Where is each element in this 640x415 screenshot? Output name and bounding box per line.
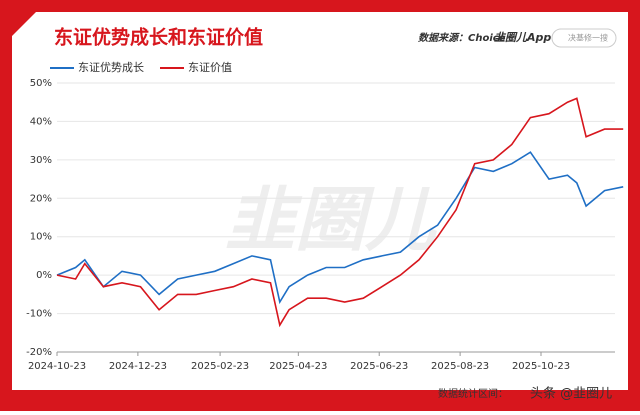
y-tick-label: 50% xyxy=(30,78,52,89)
y-tick-label: -10% xyxy=(26,309,52,320)
y-tick-label: 10% xyxy=(30,232,52,243)
x-tick-label: 2025-02-23 xyxy=(191,361,249,372)
x-tick-label: 2024-10-23 xyxy=(28,361,86,372)
y-tick-label: 30% xyxy=(30,155,52,166)
line-series xyxy=(56,97,624,328)
panel xyxy=(12,12,628,390)
search-text[interactable]: 决基修一搜 xyxy=(568,33,608,43)
credit: 头条 @韭圈儿 xyxy=(530,386,612,402)
x-tick-label: 2025-10-23 xyxy=(512,361,570,372)
x-tick-label: 2025-04-23 xyxy=(269,361,327,372)
logo: 韭圈儿App xyxy=(494,31,551,44)
x-tick-label: 2024-12-23 xyxy=(109,361,167,372)
y-tick-label: 40% xyxy=(30,116,52,127)
y-tick-label: 0% xyxy=(36,270,52,281)
line-series xyxy=(56,151,624,305)
y-tick-label: 20% xyxy=(30,193,52,204)
legend-label: 东证优势成长 xyxy=(78,61,144,74)
legend-label: 东证价值 xyxy=(188,61,232,74)
x-tick-label: 2025-08-23 xyxy=(431,361,489,372)
source: 数据来源：Choice xyxy=(418,32,506,44)
y-tick-label: -20% xyxy=(26,347,52,358)
corner xyxy=(0,0,48,48)
x-tick-label: 2025-06-23 xyxy=(350,361,408,372)
chart-title: 东证优势成长和东证价值 xyxy=(54,26,263,49)
footer: 数据统计区间： xyxy=(438,387,508,400)
search-box[interactable] xyxy=(551,28,617,48)
watermark: 韭圈儿 xyxy=(225,179,437,261)
